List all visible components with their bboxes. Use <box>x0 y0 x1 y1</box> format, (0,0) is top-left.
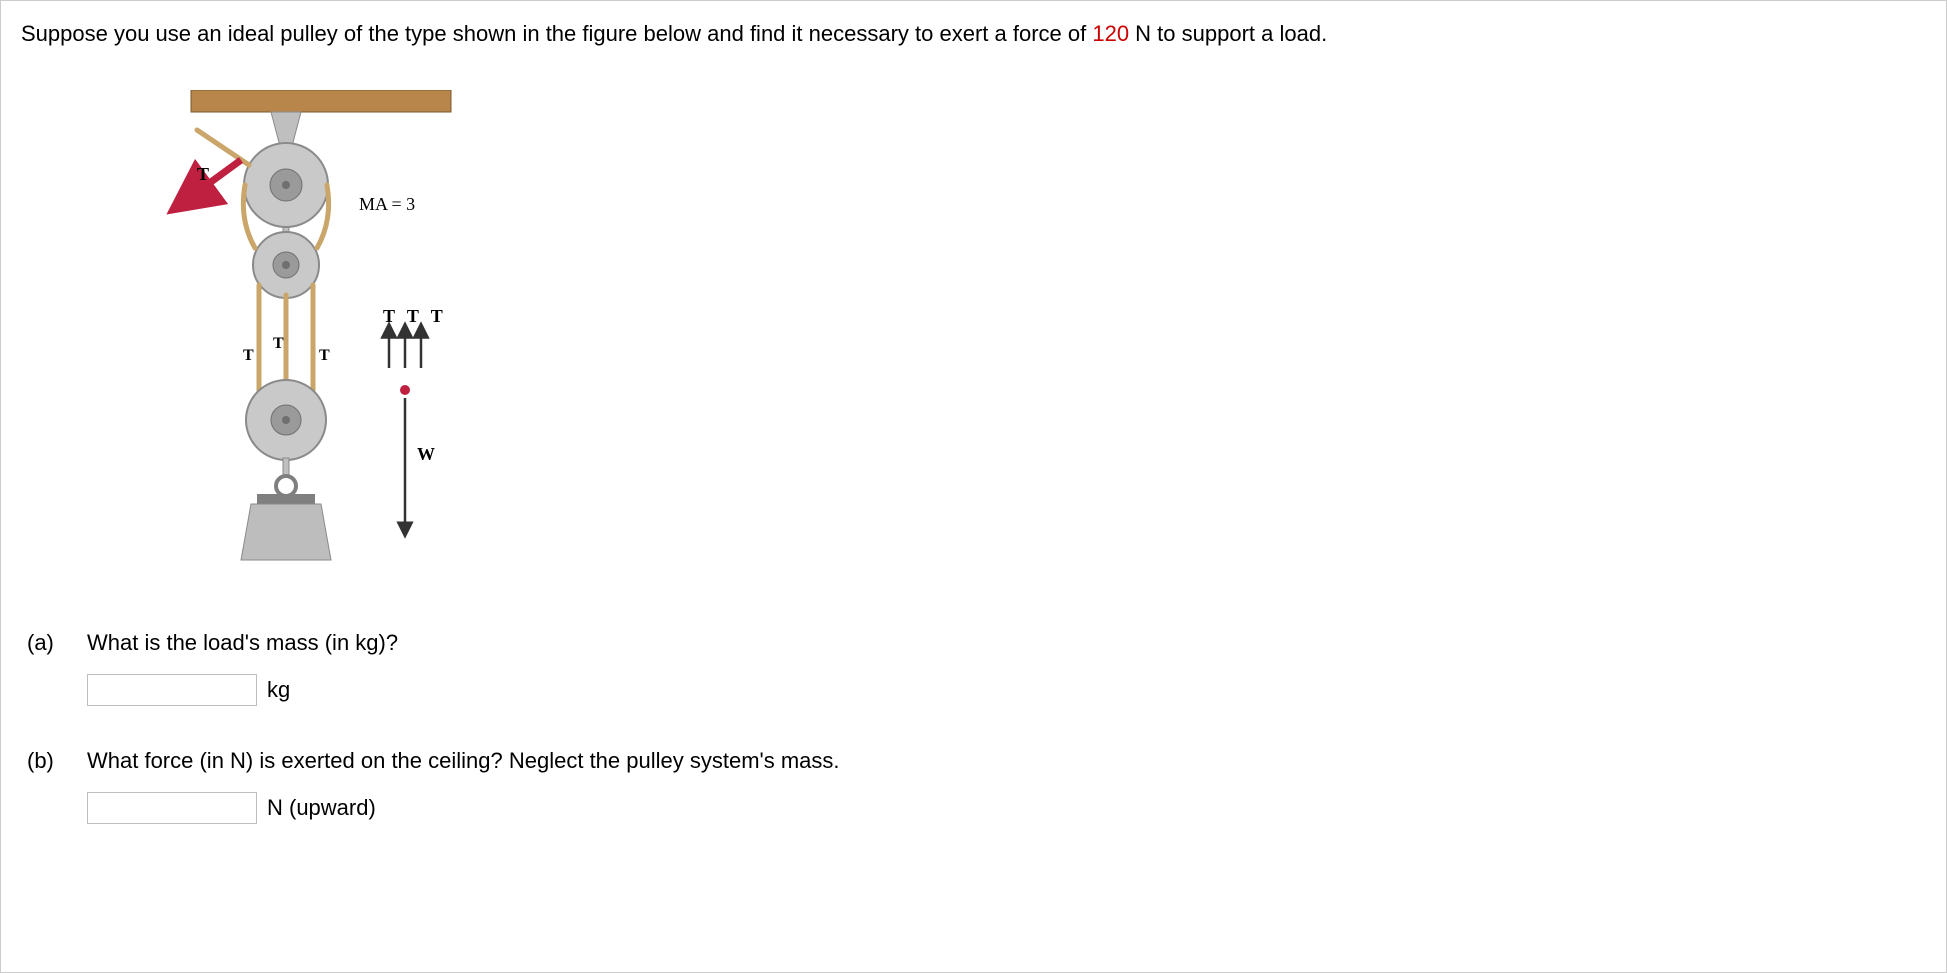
question-a-label: (a) <box>21 630 87 656</box>
question-b-row: (b) What force (in N) is exerted on the … <box>21 748 1926 774</box>
problem-statement: Suppose you use an ideal pulley of the t… <box>21 19 1926 50</box>
question-b-text: What force (in N) is exerted on the ceil… <box>87 748 1926 774</box>
mid-pulley-axle <box>282 261 290 269</box>
rope-t-label-right: T <box>319 347 330 364</box>
answer-a-input[interactable] <box>87 674 257 706</box>
load-cap <box>257 494 315 504</box>
problem-page: Suppose you use an ideal pulley of the t… <box>0 0 1947 973</box>
questions-block: (a) What is the load's mass (in kg)? kg … <box>21 630 1926 824</box>
answer-b-input[interactable] <box>87 792 257 824</box>
applied-force-label: T <box>197 164 209 184</box>
load-ring <box>276 476 296 496</box>
fbd-bottom-label: W <box>417 444 435 464</box>
question-b-label: (b) <box>21 748 87 774</box>
bottom-pulley-axle <box>282 416 290 424</box>
fbd-top-label: T T T <box>383 306 447 326</box>
top-pulley-axle <box>282 181 290 189</box>
fbd-point <box>400 385 410 395</box>
question-a-row: (a) What is the load's mass (in kg)? <box>21 630 1926 656</box>
intro-prefix: Suppose you use an ideal pulley of the t… <box>21 21 1092 46</box>
question-a-text: What is the load's mass (in kg)? <box>87 630 1926 656</box>
rope-t-label-left: T <box>243 347 254 364</box>
answer-b-row: N (upward) <box>87 792 1926 824</box>
intro-suffix: N to support a load. <box>1129 21 1327 46</box>
rope-t-label-mid: T <box>273 335 284 352</box>
pulley-link <box>283 458 289 476</box>
ma-label: MA = 3 <box>359 194 415 214</box>
answer-a-unit: kg <box>267 677 290 703</box>
load-body <box>241 504 331 560</box>
rope-free-end <box>197 130 249 165</box>
answer-b-unit: N (upward) <box>267 795 376 821</box>
ceiling-beam <box>191 90 451 112</box>
intro-force-value: 120 <box>1092 21 1129 46</box>
pulley-figure: T MA = 3 T T T T T T W <box>161 90 481 590</box>
answer-a-row: kg <box>87 674 1926 706</box>
